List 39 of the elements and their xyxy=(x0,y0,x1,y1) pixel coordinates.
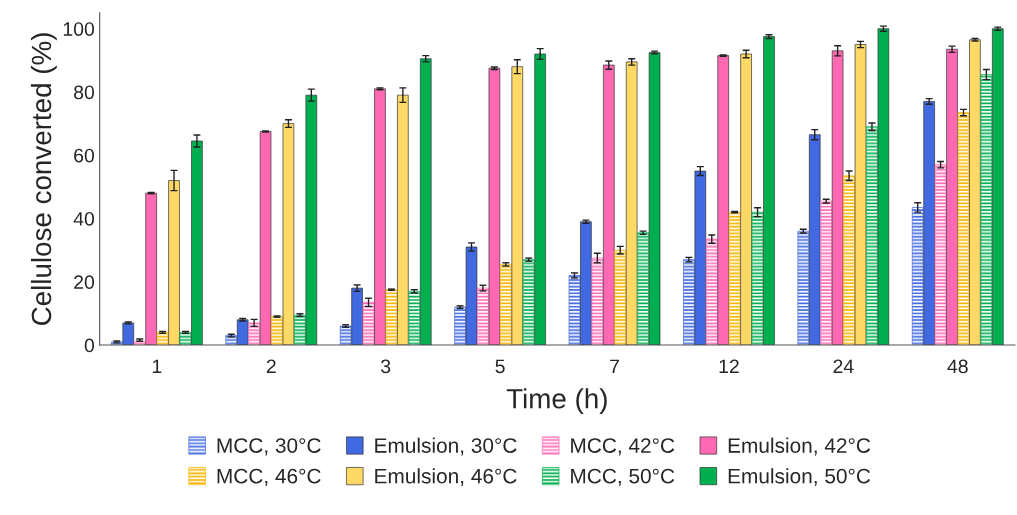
bar xyxy=(385,289,398,346)
legend-label: MCC, 46°C xyxy=(217,468,321,486)
y-tick-label: 20 xyxy=(74,275,95,290)
x-axis-title: Time (h) xyxy=(506,388,607,415)
y-tick-label: 40 xyxy=(73,211,95,226)
y-tick-label: 100 xyxy=(63,22,95,36)
bar xyxy=(614,249,627,346)
bar xyxy=(168,180,180,346)
x-tick-label: 48 xyxy=(947,359,968,374)
legend-label: MCC, 30°C xyxy=(217,438,321,456)
bar xyxy=(957,112,970,346)
bar xyxy=(397,94,409,346)
bar xyxy=(740,53,752,346)
legend-label: Emulsion, 30°C xyxy=(375,437,517,456)
x-tick-label: 7 xyxy=(610,359,619,374)
x-tick-label: 5 xyxy=(495,359,505,374)
x-tick-label: 2 xyxy=(266,359,276,374)
y-tick-label: 80 xyxy=(74,85,95,100)
bar xyxy=(843,175,855,346)
legend-label: MCC, 50°C xyxy=(571,468,675,486)
x-tick-label: 3 xyxy=(381,359,391,374)
bar xyxy=(728,211,741,346)
y-axis-title: Cellulose converted (%) xyxy=(30,33,57,325)
bar xyxy=(511,66,524,346)
legend-label: Emulsion, 50°C xyxy=(728,468,871,486)
bar xyxy=(854,44,867,346)
legend-label: MCC, 42°C xyxy=(571,438,675,456)
legend-label: Emulsion, 42°C xyxy=(728,437,871,456)
y-tick-label: 0 xyxy=(84,338,95,353)
x-tick-label: 1 xyxy=(152,359,162,374)
bar xyxy=(625,61,638,346)
bar xyxy=(271,316,283,346)
bar xyxy=(969,39,981,346)
bar xyxy=(282,123,295,346)
x-tick-label: 12 xyxy=(719,359,739,374)
bar xyxy=(500,264,512,346)
y-tick-label: 60 xyxy=(74,148,95,163)
x-tick-label: 24 xyxy=(833,359,854,374)
legend-label: Emulsion, 46°C xyxy=(375,468,517,486)
